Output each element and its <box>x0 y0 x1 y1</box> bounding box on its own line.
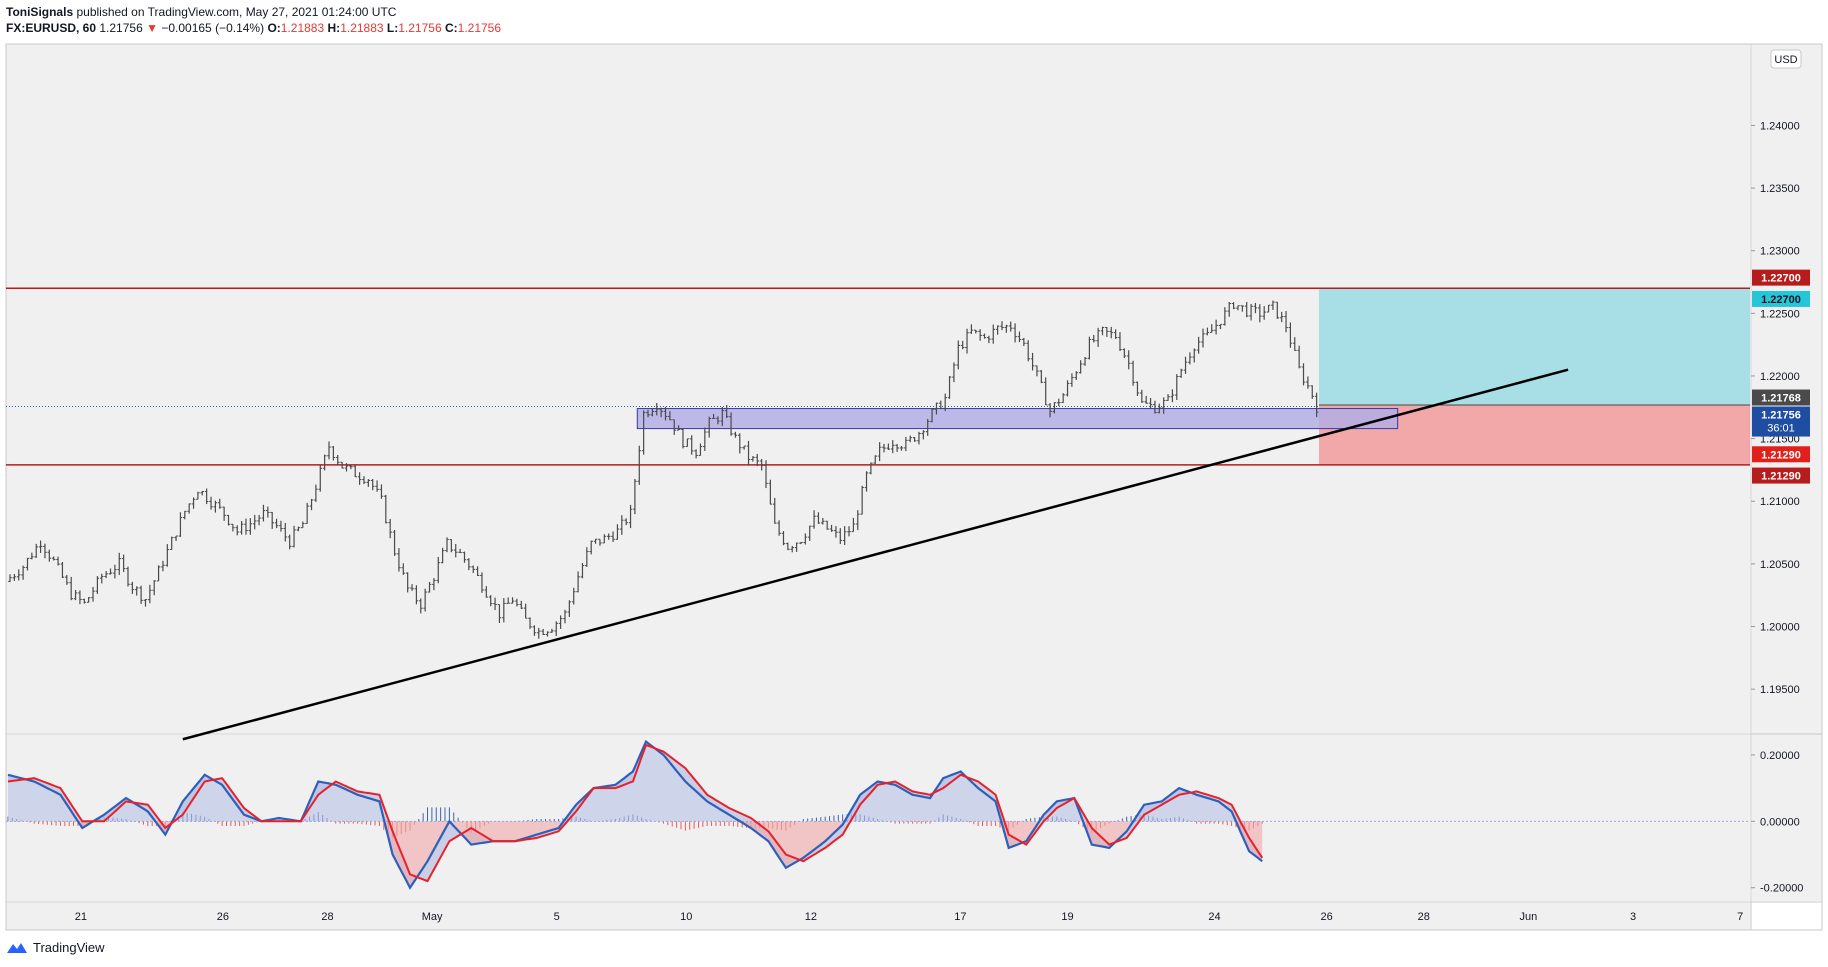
ohlc-legend: FX:EURUSD, 60 1.21756 ▼ −0.00165 (−0.14%… <box>6 20 501 36</box>
price-axis-tick: 1.21000 <box>1760 496 1800 508</box>
currency-badge-box[interactable] <box>1770 49 1802 69</box>
author-name[interactable]: ToniSignals <box>6 5 74 19</box>
label-resistance-lower: 1.21290 <box>1761 471 1801 483</box>
down-arrow-icon: ▼ <box>146 21 158 35</box>
time-axis-tick: 21 <box>75 911 87 923</box>
open-value: 1.21883 <box>280 21 325 35</box>
high-value: 1.21883 <box>340 21 384 35</box>
label-countdown: 36:01 <box>1767 423 1795 435</box>
macd-axis-tick: 0.20000 <box>1760 750 1800 762</box>
price-change: −0.00165 (−0.14%) <box>161 21 265 35</box>
time-axis-tick: 7 <box>1737 911 1743 923</box>
label-stop: 1.21290 <box>1761 449 1801 461</box>
label-resistance-lower-box[interactable] <box>1752 467 1810 484</box>
publish-info: published on TradingView.com, May 27, 20… <box>76 5 397 19</box>
time-axis-tick: 12 <box>805 911 817 923</box>
open-label: O: <box>267 21 281 35</box>
close-label: C: <box>444 21 458 35</box>
price-axis-tick: 1.22500 <box>1760 308 1800 320</box>
time-axis-tick: 10 <box>680 911 692 923</box>
label-stop-box[interactable] <box>1752 446 1810 463</box>
price-axis-tick: 1.20500 <box>1760 559 1800 571</box>
time-axis-tick: 26 <box>217 911 229 923</box>
macd-axis-tick: 0.00000 <box>1760 816 1800 828</box>
time-axis-tick: 19 <box>1061 911 1073 923</box>
label-last-price: 1.21756 <box>1761 410 1801 422</box>
ascending-trendline[interactable] <box>182 368 1569 741</box>
tradingview-logo-icon <box>7 942 27 953</box>
price-axis-tick: 1.21500 <box>1760 434 1800 446</box>
time-axis-tick: 17 <box>954 911 966 923</box>
signal-line[interactable] <box>7 743 1264 883</box>
high-label: H: <box>327 21 341 35</box>
low-value: 1.21756 <box>398 21 442 35</box>
label-entry: 1.21768 <box>1761 393 1801 405</box>
currency-badge[interactable]: USD <box>1774 54 1797 66</box>
time-axis-tick: 24 <box>1208 911 1220 923</box>
last-price: 1.21756 <box>99 21 143 35</box>
label-resistance-upper: 1.22700 <box>1761 273 1801 285</box>
footer-brand-label: TradingView <box>33 940 105 955</box>
time-axis-tick: Jun <box>1520 911 1538 923</box>
time-axis-tick: May <box>422 911 443 923</box>
time-axis-tick: 26 <box>1320 911 1332 923</box>
chart-border <box>5 43 1823 931</box>
macd-positive-area <box>8 741 1263 822</box>
profit-target-zone[interactable] <box>1319 288 1750 406</box>
close-value: 1.21756 <box>457 21 502 35</box>
supply-zone-box[interactable] <box>636 408 1399 430</box>
label-entry-box[interactable] <box>1752 389 1810 406</box>
price-axis-tick: 1.23000 <box>1760 246 1800 258</box>
footer-brand[interactable]: TradingView <box>6 940 105 955</box>
time-axis-tick: 28 <box>321 911 333 923</box>
price-axis-tick: 1.22000 <box>1760 371 1800 383</box>
price-axis-tick: 1.20000 <box>1760 622 1800 634</box>
chart-header: ToniSignals published on TradingView.com… <box>6 4 396 20</box>
time-axis-tick: 5 <box>554 911 560 923</box>
label-resistance-upper-box[interactable] <box>1752 269 1810 286</box>
time-axis-tick: 3 <box>1630 911 1636 923</box>
label-last-price-box[interactable] <box>1752 406 1810 437</box>
macd-axis-tick: -0.20000 <box>1760 883 1803 895</box>
label-target-box[interactable] <box>1752 290 1810 307</box>
label-target: 1.22700 <box>1761 294 1801 306</box>
time-axis[interactable] <box>6 903 1750 930</box>
price-axis-tick: 1.23500 <box>1760 183 1800 195</box>
low-label: L: <box>386 21 399 35</box>
price-axis-tick: 1.24000 <box>1760 120 1800 132</box>
symbol-label[interactable]: FX:EURUSD, 60 <box>6 21 97 35</box>
price-axis-tick: 1.19500 <box>1760 684 1800 696</box>
time-axis-tick: 28 <box>1418 911 1430 923</box>
macd-line[interactable] <box>7 739 1263 890</box>
